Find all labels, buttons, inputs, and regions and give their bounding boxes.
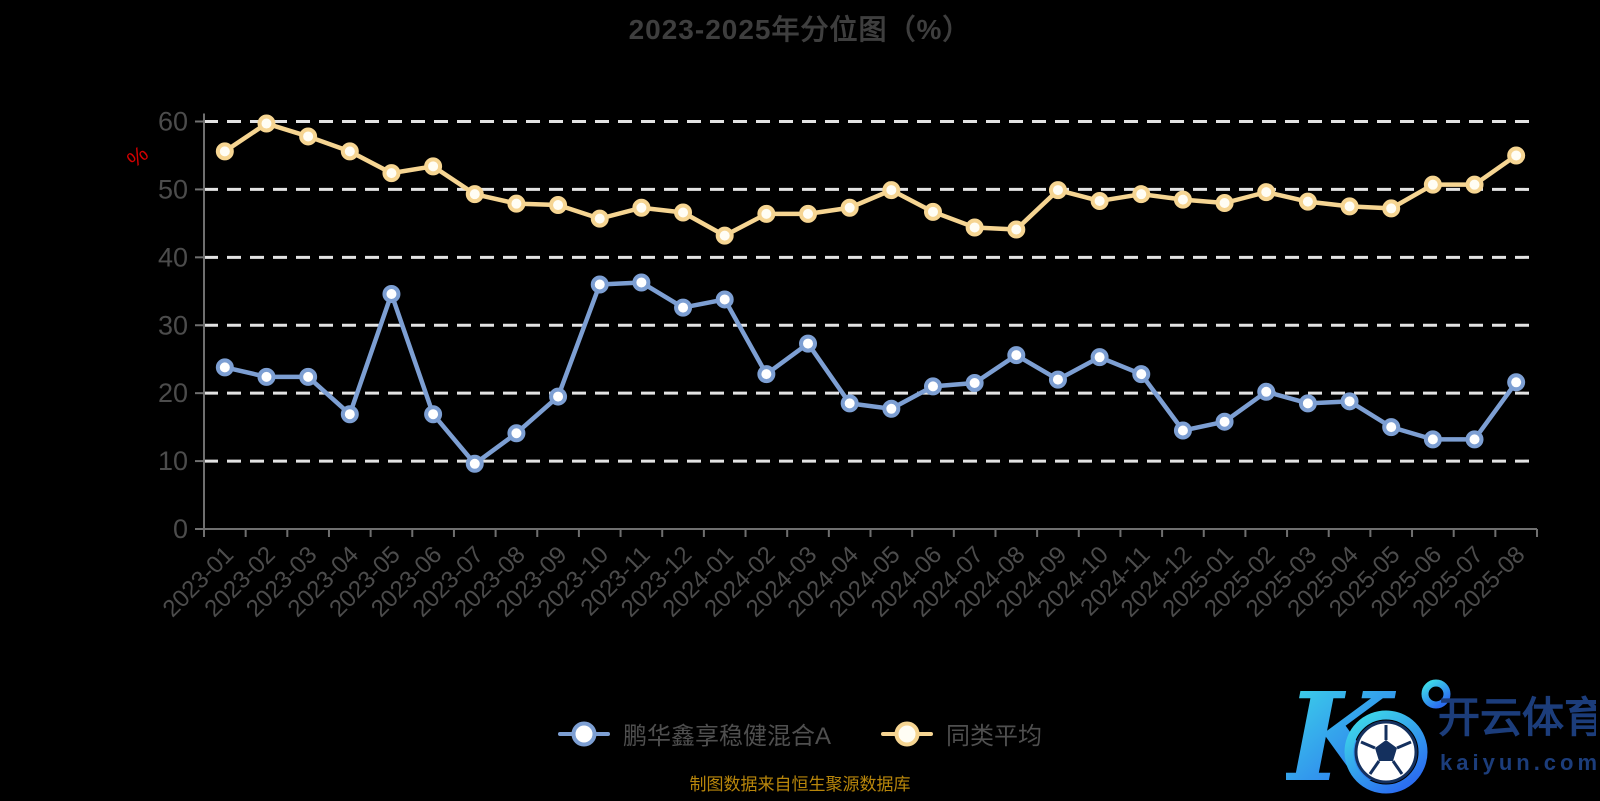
y-axis-tick-label: 40 <box>158 242 188 272</box>
data-point[interactable] <box>1257 183 1276 202</box>
data-point[interactable] <box>1340 392 1359 411</box>
data-point[interactable] <box>1173 190 1192 209</box>
y-axis-tick-label: 0 <box>173 514 188 544</box>
data-point[interactable] <box>1507 146 1526 165</box>
data-point[interactable] <box>1048 370 1067 389</box>
data-point[interactable] <box>382 285 401 304</box>
data-point[interactable] <box>1340 197 1359 216</box>
data-point[interactable] <box>1298 394 1317 413</box>
data-point[interactable] <box>632 198 651 217</box>
data-point[interactable] <box>1298 192 1317 211</box>
data-point[interactable] <box>1090 191 1109 210</box>
data-point[interactable] <box>882 399 901 418</box>
legend-label-average: 同类平均 <box>946 723 1042 750</box>
y-axis-tick-label: 60 <box>158 107 188 137</box>
data-point[interactable] <box>1507 373 1526 392</box>
y-axis-tick-label: 50 <box>158 174 188 204</box>
data-point[interactable] <box>1173 421 1192 440</box>
data-point[interactable] <box>340 405 359 424</box>
data-point[interactable] <box>965 218 984 237</box>
data-point[interactable] <box>465 454 484 473</box>
kaiyun-brand-name: 开云体育 <box>1438 694 1596 741</box>
data-point[interactable] <box>1382 199 1401 218</box>
data-point[interactable] <box>1382 418 1401 437</box>
soccer-ball-icon <box>1354 720 1418 784</box>
data-point[interactable] <box>215 142 234 161</box>
data-point[interactable] <box>382 164 401 183</box>
data-point[interactable] <box>215 358 234 377</box>
data-point[interactable] <box>965 373 984 392</box>
data-point[interactable] <box>1423 430 1442 449</box>
data-point[interactable] <box>299 127 318 146</box>
data-point[interactable] <box>923 202 942 221</box>
kaiyun-domain-text: kaiyun.com <box>1440 750 1596 775</box>
data-point[interactable] <box>840 198 859 217</box>
data-point[interactable] <box>757 365 776 384</box>
fund-series-marker-icon <box>557 721 610 746</box>
data-point[interactable] <box>507 194 526 213</box>
data-point[interactable] <box>632 273 651 292</box>
y-axis-tick-label: 10 <box>158 446 188 476</box>
kaiyun-watermark-logo: K 开云体育 kaiyun.com <box>1283 665 1600 801</box>
y-axis-tick-label: 30 <box>158 310 188 340</box>
legend-item-average[interactable]: 同类平均 <box>881 716 1042 751</box>
data-source-caption: 制图数据来自恒生聚源数据库 <box>689 775 911 794</box>
data-point[interactable] <box>840 394 859 413</box>
data-point[interactable] <box>549 387 568 406</box>
data-point[interactable] <box>590 209 609 228</box>
gridlines <box>204 120 1537 463</box>
data-point[interactable] <box>674 203 693 222</box>
legend-label-fund: 鹏华鑫享稳健混合A <box>622 723 831 750</box>
data-point[interactable] <box>1465 430 1484 449</box>
data-point[interactable] <box>799 204 818 223</box>
y-axis-tick-label: 20 <box>158 378 188 408</box>
data-point[interactable] <box>923 377 942 396</box>
data-point[interactable] <box>674 298 693 317</box>
legend-dot-icon <box>571 721 597 746</box>
series-1 <box>215 114 1526 245</box>
data-point[interactable] <box>340 142 359 161</box>
data-point[interactable] <box>757 204 776 223</box>
data-point[interactable] <box>882 181 901 200</box>
data-point[interactable] <box>257 367 276 386</box>
legend: 鹏华鑫享稳健混合A 同类平均 <box>0 716 1600 751</box>
data-point[interactable] <box>1257 382 1276 401</box>
data-point[interactable] <box>1132 365 1151 384</box>
series-line-1 <box>222 121 1519 238</box>
data-point[interactable] <box>799 334 818 353</box>
data-point[interactable] <box>257 114 276 133</box>
legend-dot-icon <box>894 721 920 746</box>
data-point[interactable] <box>1048 181 1067 200</box>
average-series-marker-icon <box>881 721 933 746</box>
data-point[interactable] <box>1465 175 1484 194</box>
data-point[interactable] <box>507 424 526 443</box>
data-point[interactable] <box>1215 194 1234 212</box>
data-point[interactable] <box>1132 185 1151 204</box>
series-0 <box>215 273 1526 473</box>
data-point[interactable] <box>1090 348 1109 367</box>
data-point[interactable] <box>549 196 568 215</box>
series-line-0 <box>222 280 1519 467</box>
data-point[interactable] <box>715 290 734 309</box>
data-point[interactable] <box>424 405 443 424</box>
data-point[interactable] <box>1215 412 1234 431</box>
data-point[interactable] <box>1423 175 1442 194</box>
data-point[interactable] <box>465 185 484 204</box>
data-point[interactable] <box>1007 220 1026 239</box>
axes: 01020304050602023-012023-022023-032023-0… <box>158 107 1538 623</box>
data-point[interactable] <box>590 275 609 294</box>
chart-title: 2023-2025年分位图（%） <box>628 14 972 45</box>
legend-item-fund[interactable]: 鹏华鑫享稳健混合A <box>557 716 831 751</box>
data-point[interactable] <box>1007 346 1026 365</box>
data-point[interactable] <box>299 367 318 386</box>
data-point[interactable] <box>424 157 443 176</box>
data-point[interactable] <box>715 226 734 245</box>
